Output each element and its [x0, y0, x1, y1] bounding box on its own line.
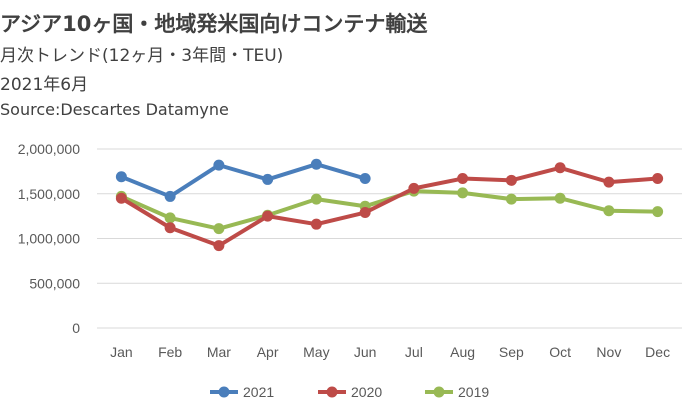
data-point: [213, 159, 225, 171]
data-point: [310, 158, 322, 170]
x-tick-label: Feb: [158, 344, 182, 360]
data-point: [164, 212, 176, 224]
chart-source: Source:Descartes Datamyne: [0, 100, 229, 119]
data-point: [457, 187, 469, 199]
data-point: [164, 222, 176, 234]
x-axis-ticks: Jan Feb Mar Apr May Jun Jul Aug Sep Oct Nov Dec: [110, 344, 670, 360]
data-point: [554, 192, 566, 204]
x-tick-label: Mar: [207, 344, 231, 360]
series-line: [119, 189, 660, 231]
x-tick-label: Jun: [354, 344, 377, 360]
series-line: [119, 165, 660, 248]
legend: 2021 2020 2019: [210, 384, 489, 400]
data-point: [408, 182, 420, 194]
data-point: [310, 218, 322, 230]
y-tick-label: 1,000,000: [18, 231, 80, 247]
data-point: [359, 173, 371, 185]
y-tick-label: 500,000: [29, 275, 80, 291]
x-tick-label: Jul: [405, 344, 423, 360]
legend-marker: [326, 386, 338, 398]
series-2019: [115, 185, 664, 235]
y-tick-label: 2,000,000: [18, 141, 80, 157]
data-point: [310, 193, 322, 205]
data-point: [115, 171, 127, 183]
data-point: [262, 173, 274, 185]
series-2021: [115, 158, 371, 202]
x-tick-label: Dec: [645, 344, 670, 360]
x-tick-label: Jan: [110, 344, 133, 360]
data-point: [213, 223, 225, 235]
data-point: [115, 192, 127, 204]
data-point: [262, 210, 274, 222]
legend-marker: [433, 386, 445, 398]
data-point: [554, 162, 566, 174]
data-point: [652, 206, 664, 218]
x-tick-label: May: [303, 344, 329, 360]
y-tick-label: 0: [72, 320, 80, 336]
x-tick-label: Aug: [450, 344, 475, 360]
data-point: [213, 240, 225, 252]
y-tick-label: 1,500,000: [18, 186, 80, 202]
chart-title: アジア10ヶ国・地域発米国向けコンテナ輸送: [0, 12, 428, 36]
x-tick-label: Sep: [499, 344, 524, 360]
data-point: [164, 190, 176, 202]
legend-item-2021: 2021: [210, 384, 274, 400]
legend-label: 2020: [351, 384, 382, 400]
data-point: [505, 193, 517, 205]
legend-label: 2021: [243, 384, 274, 400]
data-point: [603, 205, 615, 217]
x-tick-label: Oct: [549, 344, 571, 360]
series-line: [119, 162, 368, 199]
legend-item-2020: 2020: [318, 384, 382, 400]
chart-period: 2021年6月: [0, 75, 89, 95]
data-point: [505, 174, 517, 186]
legend-label: 2019: [458, 384, 489, 400]
series-group: [115, 158, 664, 252]
legend-marker: [218, 386, 230, 398]
series-2020: [115, 162, 664, 252]
y-axis-ticks: 0 500,000 1,000,000 1,500,000 2,000,000: [18, 141, 81, 336]
data-point: [603, 176, 615, 188]
data-point: [652, 173, 664, 185]
x-tick-label: Apr: [257, 344, 279, 360]
chart-subtitle: 月次トレンド(12ヶ月・3年間・TEU): [0, 46, 284, 66]
data-point: [359, 207, 371, 219]
data-point: [457, 173, 469, 185]
legend-item-2019: 2019: [425, 384, 489, 400]
x-tick-label: Nov: [596, 344, 621, 360]
